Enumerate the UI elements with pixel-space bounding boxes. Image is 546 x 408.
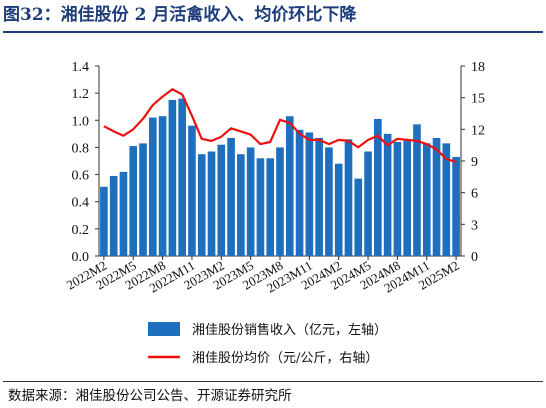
bar-2023M9 xyxy=(285,116,294,256)
figure-title: 图32：湘佳股份 2 月活禽收入、均价环比下降 xyxy=(3,5,357,25)
bar-2025M1 xyxy=(442,143,451,256)
bar-2024M1 xyxy=(325,147,333,256)
bar-2024M7 xyxy=(383,133,392,256)
bar-2022M11 xyxy=(188,125,196,256)
title-rule xyxy=(3,31,543,33)
bar-2024M4 xyxy=(354,178,363,256)
bar-2023M4 xyxy=(237,154,245,256)
bar-2023M11 xyxy=(305,132,314,256)
line-series xyxy=(103,88,457,164)
bar-2023M1 xyxy=(207,151,216,256)
y-left-tick-label: 1.0 xyxy=(72,114,90,129)
y-axis-right: 0 3 6 9 12 15 18 xyxy=(461,60,485,265)
bar-2024M10 xyxy=(413,124,421,256)
bar-2024M11 xyxy=(422,143,431,256)
bar-2024M2 xyxy=(334,163,343,256)
bar-2022M3 xyxy=(109,175,118,256)
bar-series xyxy=(100,98,460,256)
legend-line-label: 湘佳股份均价（元/公斤，右轴） xyxy=(192,351,378,366)
bar-2023M2 xyxy=(217,144,226,256)
y-right-tick-label: 0 xyxy=(471,250,478,265)
bar-2023M3 xyxy=(227,137,235,256)
bar-2025M2 xyxy=(452,156,460,256)
bar-2022M10 xyxy=(178,98,186,256)
price-line xyxy=(103,88,457,164)
bar-2022M4 xyxy=(119,171,128,256)
y-left-tick-label: 0.6 xyxy=(72,169,90,184)
bar-2024M8 xyxy=(393,142,402,256)
y-left-tick-label: 1.4 xyxy=(72,60,90,75)
bar-2023M7 xyxy=(266,158,275,256)
y-axis-left: 0.0 0.2 0.4 0.6 0.8 1.0 1.2 1.4 xyxy=(72,60,99,265)
bar-2022M5 xyxy=(129,146,138,256)
y-right-tick-label: 3 xyxy=(471,218,478,233)
source-note: 数据来源：湘佳股份公司公告、开源证券研究所 xyxy=(8,388,292,404)
y-right-tick-label: 9 xyxy=(471,155,478,170)
source-rule xyxy=(3,381,543,382)
y-left-tick-label: 0.8 xyxy=(72,141,90,156)
bar-2024M9 xyxy=(403,140,412,256)
bar-2023M6 xyxy=(256,158,265,256)
bar-2023M8 xyxy=(276,147,284,256)
y-left-tick-label: 0.0 xyxy=(72,250,90,265)
bar-2024M6 xyxy=(374,118,382,256)
y-left-tick-label: 1.2 xyxy=(72,87,90,102)
y-right-tick-label: 15 xyxy=(471,92,485,107)
bar-2023M5 xyxy=(246,147,255,256)
legend-bar-label: 湘佳股份销售收入（亿元，左轴） xyxy=(192,322,387,338)
y-right-tick-label: 6 xyxy=(471,187,478,202)
legend-bar-swatch xyxy=(148,322,180,336)
y-right-tick-label: 18 xyxy=(471,60,485,75)
y-right-tick-label: 12 xyxy=(471,123,485,138)
bar-2024M12 xyxy=(432,137,441,256)
bar-2022M6 xyxy=(139,143,147,256)
bar-2022M12 xyxy=(197,154,206,256)
y-left-tick-label: 0.2 xyxy=(72,223,90,238)
x-axis: 2022M22022M52022M82022M112023M22023M5202… xyxy=(64,256,462,296)
bar-2022M8 xyxy=(158,116,167,256)
chart: 0.0 0.2 0.4 0.6 0.8 1.0 1.2 1.4 0 3 6 9 12 15 18 2022… xyxy=(64,60,485,366)
bar-2022M2 xyxy=(100,186,108,256)
bar-2024M3 xyxy=(344,139,353,256)
y-left-tick-label: 0.4 xyxy=(72,196,90,211)
bar-2024M5 xyxy=(364,151,372,256)
bar-2023M12 xyxy=(315,137,323,256)
bar-2022M7 xyxy=(148,117,157,256)
bar-2023M10 xyxy=(295,129,304,256)
bar-2022M9 xyxy=(168,99,177,256)
legend: 湘佳股份销售收入（亿元，左轴） 湘佳股份均价（元/公斤，右轴） xyxy=(148,322,387,366)
